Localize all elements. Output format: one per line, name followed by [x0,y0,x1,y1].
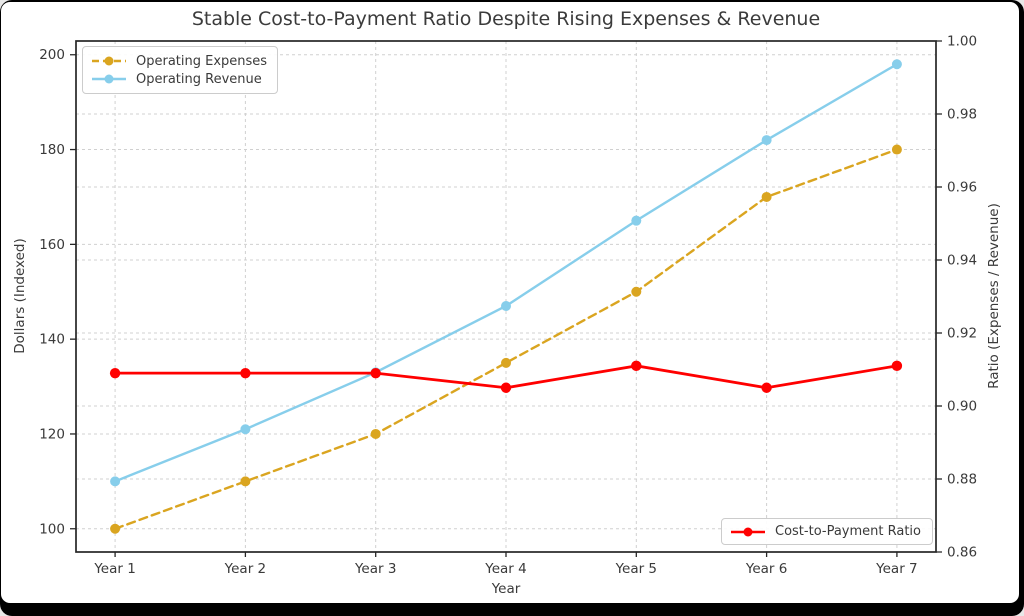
svg-text:0.88: 0.88 [947,472,977,488]
svg-text:0.98: 0.98 [947,107,977,123]
svg-text:120: 120 [39,426,65,442]
svg-text:100: 100 [39,521,65,537]
series-0-point [370,428,381,439]
svg-text:Year 4: Year 4 [484,561,526,577]
y-axis-left-label: Dollars (Indexed) [12,238,28,354]
series-1-point [631,215,642,226]
series-2-point [370,367,381,379]
svg-text:0.94: 0.94 [947,253,977,269]
svg-text:Year 2: Year 2 [224,561,266,577]
series-1-point [240,424,251,435]
svg-text:Year 6: Year 6 [745,561,787,577]
legend-label-operating-expenses: Operating Expenses [136,53,268,69]
series-2-point [109,367,121,379]
legend-dollars: Operating Expenses Operating Revenue [82,46,278,94]
svg-text:Year 5: Year 5 [615,561,657,577]
series-2-point [761,382,772,393]
svg-text:140: 140 [39,332,65,348]
legend-item-operating-revenue: Operating Revenue [91,72,267,87]
legend-item-operating-expenses: Operating Expenses [91,54,267,69]
y-axis-right-label: Ratio (Expenses / Revenue) [986,203,1002,389]
series-0-point [501,357,511,368]
series-0-point [110,523,121,534]
series-2-point [891,360,903,372]
legend-label-operating-revenue: Operating Revenue [136,71,262,87]
svg-text:0.96: 0.96 [947,180,977,196]
series-2-point [240,367,251,379]
series-0-point [631,286,642,297]
legend-label-cost-to-payment-ratio: Cost-to-Payment Ratio [775,524,921,539]
svg-text:200: 200 [39,47,65,63]
series-0-point [761,191,772,202]
series-0-point [240,476,251,487]
chart-title: Stable Cost-to-Payment Ratio Despite Ris… [191,8,821,30]
series-0-line [110,144,902,534]
tick-labels: 100 120 140 160 180 200 0.86 0.88 0.90 0.92 0.94 0.… [39,34,977,578]
x-axis-label: Year [491,581,521,597]
svg-text:Year 7: Year 7 [875,561,917,577]
svg-text:Year 3: Year 3 [354,561,396,577]
svg-text:0.90: 0.90 [947,399,977,415]
svg-text:180: 180 [39,142,65,158]
axes-spines [75,40,937,553]
ratio-line-marker-icon [731,527,765,536]
revenue-line-marker-icon [92,74,126,84]
series-1-line [110,59,902,487]
series-0-point [891,144,902,155]
series-1-point [761,135,772,146]
legend-ratio: Cost-to-Payment Ratio [721,518,933,545]
series-1-point [501,300,511,311]
svg-text:160: 160 [39,237,65,253]
expenses-line-marker-icon [92,56,126,66]
series-2-line [109,360,903,393]
series-2-point [631,360,642,372]
series-1-point [110,476,121,487]
svg-text:Year 1: Year 1 [93,561,135,577]
svg-text:1.00: 1.00 [947,34,977,50]
svg-text:0.92: 0.92 [947,326,977,342]
legend-item-cost-to-payment-ratio: Cost-to-Payment Ratio [730,524,922,539]
svg-text:0.86: 0.86 [947,545,977,561]
series-1-point [891,59,902,70]
series-2-point [500,382,512,393]
